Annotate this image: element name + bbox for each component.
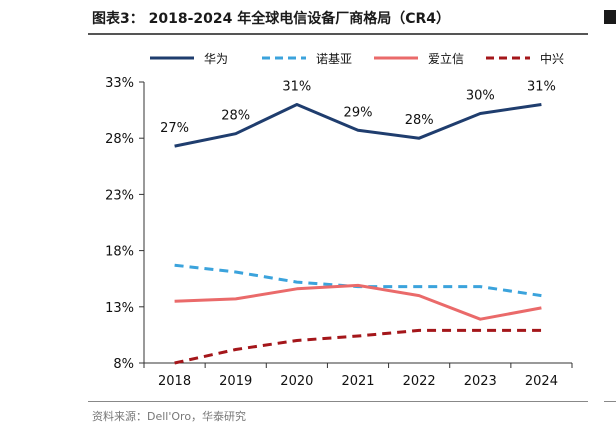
data-label: 31% <box>282 79 311 94</box>
x-axis: 2018 2019 2020 2021 2022 2023 2024 <box>143 362 573 389</box>
x-tick-label: 2023 <box>464 374 497 389</box>
title-divider <box>88 33 588 35</box>
y-tick-label: 23% <box>105 188 134 203</box>
y-tick-label: 18% <box>105 245 134 260</box>
legend-label: 华为 <box>204 52 228 66</box>
source-note: 资料来源：Dell'Oro，华泰研究 <box>92 410 247 423</box>
series-line-3 <box>174 283 542 321</box>
adjacent-figure-rule <box>604 401 616 402</box>
legend-label: 诺基亚 <box>316 52 352 66</box>
data-labels: 27% 28% 31% 29% 28% 30% 31% <box>160 79 556 136</box>
legend-label: 中兴 <box>540 51 564 66</box>
y-tick-label: 13% <box>105 301 134 316</box>
footer-divider <box>88 401 588 402</box>
y-tick-label: 28% <box>105 132 134 147</box>
data-label: 30% <box>466 88 495 103</box>
y-axis: 8% 13% 18% 23% 28% 33% <box>105 76 145 372</box>
series-line-1 <box>174 103 542 148</box>
data-label: 28% <box>221 109 250 124</box>
data-label: 27% <box>160 121 189 136</box>
figure-title: 图表3： 2018-2024 年全球电信设备厂商格局（CR4） <box>92 11 451 27</box>
legend-label: 爱立信 <box>428 51 464 66</box>
chart-legend: 华为 诺基亚 爱立信 中兴 <box>150 51 564 66</box>
y-tick-label: 33% <box>105 76 134 91</box>
series-line-4 <box>174 328 542 365</box>
series-line-2 <box>174 263 542 298</box>
adjacent-figure-edge <box>604 10 616 24</box>
x-tick-label: 2018 <box>158 374 191 389</box>
y-tick-label: 8% <box>113 357 134 372</box>
x-tick-label: 2019 <box>219 374 252 389</box>
data-label: 29% <box>344 105 373 120</box>
x-tick-label: 2020 <box>280 374 313 389</box>
data-label: 31% <box>527 79 556 94</box>
series-lines <box>174 103 542 365</box>
x-tick-label: 2021 <box>341 374 374 389</box>
data-label: 28% <box>405 113 434 128</box>
x-tick-label: 2022 <box>403 374 436 389</box>
x-tick-label: 2024 <box>525 374 558 389</box>
